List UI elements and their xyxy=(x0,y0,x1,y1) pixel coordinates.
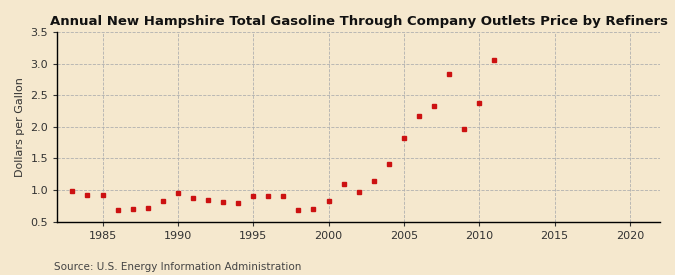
Y-axis label: Dollars per Gallon: Dollars per Gallon xyxy=(15,77,25,177)
Text: Source: U.S. Energy Information Administration: Source: U.S. Energy Information Administ… xyxy=(54,262,301,272)
Title: Annual New Hampshire Total Gasoline Through Company Outlets Price by Refiners: Annual New Hampshire Total Gasoline Thro… xyxy=(50,15,668,28)
